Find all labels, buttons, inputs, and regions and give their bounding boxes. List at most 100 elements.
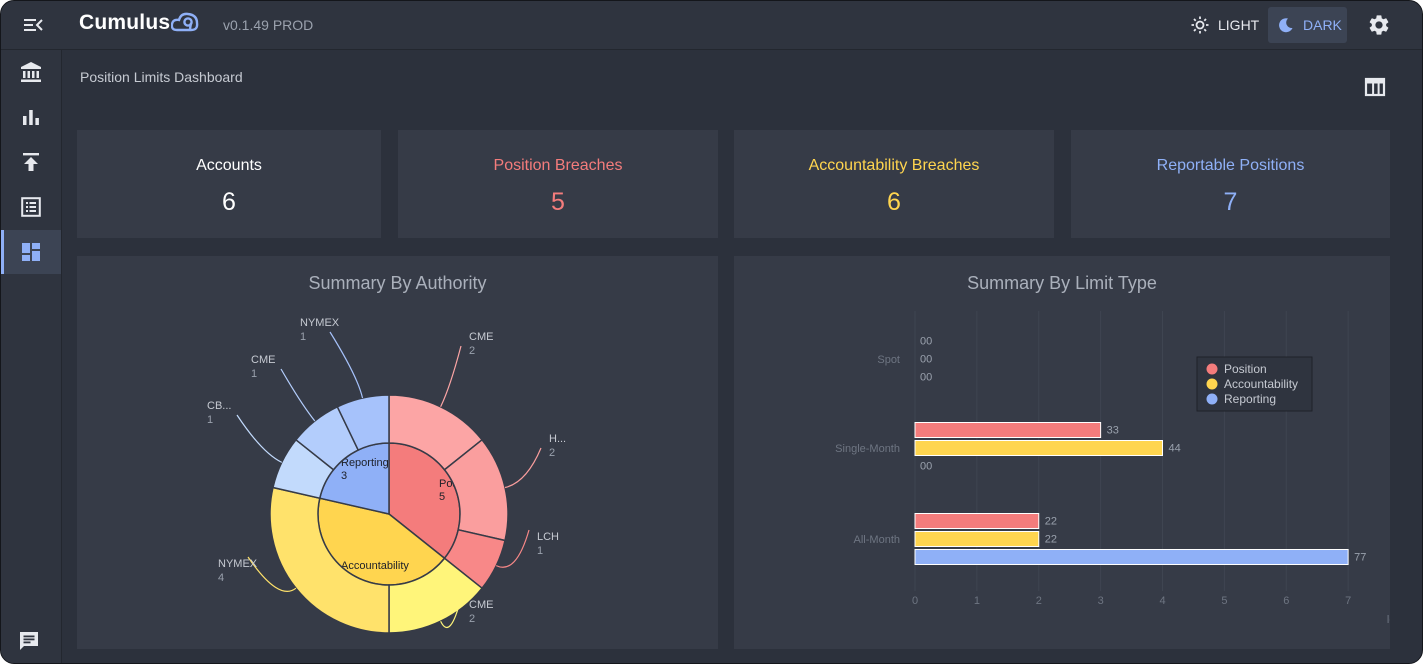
outer-slice-value: 1 [251,368,257,380]
outer-slice-label: LCH [537,531,559,543]
light-label: LIGHT [1218,17,1260,33]
card-label: Position Breaches [493,157,623,174]
moon-icon [1279,18,1293,33]
card-value: 7 [1223,188,1238,216]
x-tick-label: 5 [1221,595,1227,607]
legend-swatch [1206,393,1218,405]
position-breaches-card[interactable]: Position Breaches 5 [398,130,718,238]
outer-slice-value: 1 [300,331,306,343]
bar-position[interactable] [914,513,1040,529]
bar-reporting[interactable] [914,549,1349,565]
bar-value-label: 00 [920,336,932,348]
legend-swatch [1206,378,1218,390]
accounts-card[interactable]: Accounts 6 [77,130,381,238]
outer-slice-label: CME [469,599,493,611]
bar-chart-icon [23,110,39,125]
outer-slice-value: 4 [218,572,224,584]
outer-slice-label: NYMEX [300,317,340,329]
card-label: Reportable Positions [1156,157,1305,174]
outer-slice-value: 1 [207,414,213,426]
cloud-logo-icon [171,12,199,32]
legend-label: Reporting [1224,392,1276,406]
outer-slice-nymex[interactable] [269,486,390,634]
authority-sunburst-chart: Position5Accountability6Reporting3CME2H.… [207,317,566,634]
category-label: Spot [877,354,900,366]
label-leader-line [495,529,530,568]
bar-value-label: 22 [1045,516,1057,528]
bar-accountability[interactable] [914,440,1163,456]
x-tick-label: 0 [912,595,918,607]
bar-value-label: 00 [920,461,932,473]
outer-slice-label: H... [549,433,566,445]
bar-value-label: 00 [920,354,932,366]
outer-slice-value: 2 [469,345,475,357]
category-label: Single-Month [835,443,900,455]
list-icon [21,197,41,217]
chat-icon[interactable] [18,630,40,652]
x-tick-label: 6 [1283,595,1289,607]
bar-value-label: 22 [1045,534,1057,546]
label-leader-line [440,597,462,628]
outer-slice-label: CME [469,331,493,343]
bar-value-label: 33 [1107,425,1119,437]
sidebar [1,50,62,663]
label-leader-line [440,345,462,408]
dark-theme-button[interactable]: DARK [1268,7,1347,43]
sidebar-item-reports[interactable] [1,185,61,229]
bar-position[interactable] [914,422,1102,438]
app-logo: Cumulus [79,11,199,35]
bar-value-label: 00 [920,372,932,384]
x-axis-label: lots [1387,614,1390,626]
legend-swatch [1206,363,1218,375]
x-tick-label: 4 [1159,595,1165,607]
inner-slice-label: Accountability [341,560,409,572]
sidebar-item-dashboard[interactable] [1,230,61,274]
upload-icon [23,153,39,171]
outer-slice-value: 2 [469,613,475,625]
x-tick-label: 2 [1036,595,1042,607]
card-value: 6 [222,188,236,216]
chart-title: Summary By Limit Type [967,273,1157,293]
outer-slice-label: CB... [207,400,231,412]
sidebar-item-accounts[interactable] [1,50,61,94]
bank-icon [21,62,41,82]
x-tick-label: 3 [1098,595,1104,607]
bar-accountability[interactable] [914,531,1040,547]
dashboard-icon [22,243,40,261]
category-label: All-Month [854,534,900,546]
x-tick-label: 1 [974,595,980,607]
table-view-icon[interactable] [1364,76,1386,98]
label-leader-line [247,556,297,592]
top-bar: Cumulus v0.1.49 PROD LIGHT [1,1,1422,50]
label-leader-line [329,331,364,399]
menu-collapse-icon[interactable] [23,16,43,34]
inner-slice-value: 3 [341,470,347,482]
card-value: 6 [887,188,901,216]
bar-value-label: 44 [1169,443,1181,455]
card-value: 5 [551,188,565,216]
card-label: Accounts [196,157,262,174]
outer-slice-label: CME [251,354,275,366]
sidebar-item-upload[interactable] [1,140,61,184]
outer-slice-label: NYMEX [218,558,258,570]
accountability-breaches-card[interactable]: Accountability Breaches 6 [734,130,1054,238]
label-leader-line [280,368,316,422]
dark-label: DARK [1303,17,1342,33]
limit-type-bar-chart: 012345678lotsSpot000000Single-Month33440… [835,311,1390,626]
reportable-positions-card[interactable]: Reportable Positions 7 [1071,130,1390,238]
app-version: v0.1.49 PROD [223,17,314,33]
card-label: Accountability Breaches [808,157,980,174]
legend-label: Accountability [1224,377,1298,391]
outer-slice-nymex[interactable] [336,394,390,452]
sidebar-item-analytics[interactable] [1,95,61,139]
app-name: Cumulus [79,11,171,34]
bar-value-label: 77 [1354,552,1366,564]
gear-icon[interactable] [1367,13,1391,37]
label-leader-line [504,447,542,489]
chart-title: Summary By Authority [308,273,487,293]
limit-type-summary-panel: Summary By Limit Type 012345678lotsSpot0… [734,256,1390,649]
outer-slice-value: 1 [537,545,543,557]
light-theme-button[interactable]: LIGHT [1187,8,1265,42]
